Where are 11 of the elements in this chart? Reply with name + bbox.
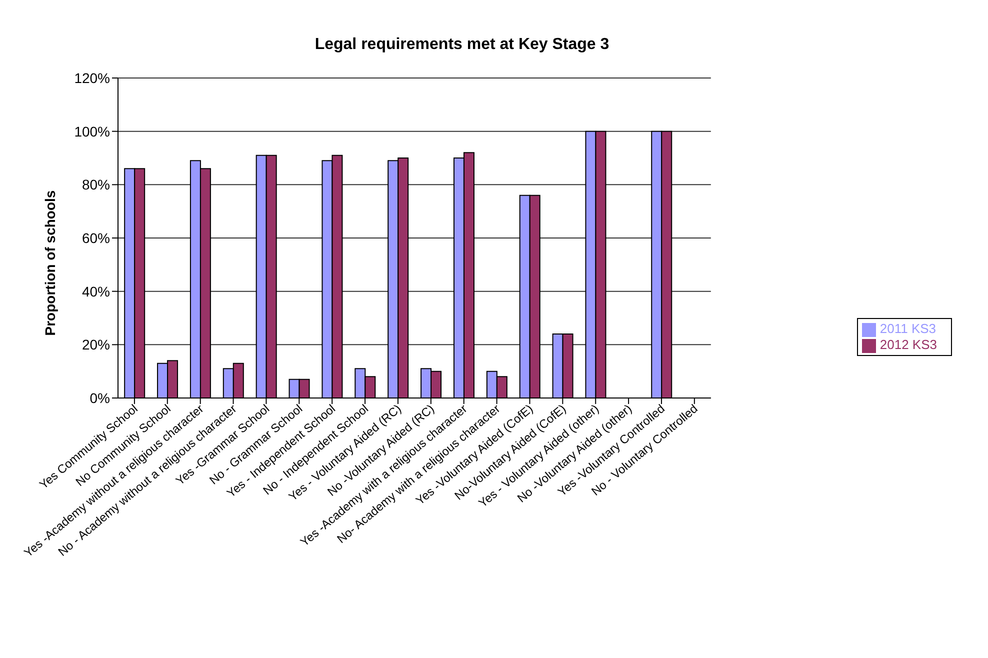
- y-tick-label: 100%: [74, 123, 110, 140]
- chart-title: Legal requirements met at Key Stage 3: [314, 36, 610, 54]
- y-tick-label: 20%: [82, 336, 110, 353]
- legend-label: 2012 KS3: [880, 337, 937, 352]
- y-tick-label: 40%: [82, 283, 110, 300]
- y-tick-label: 60%: [82, 230, 110, 246]
- legend-label: 2011 KS3: [880, 321, 936, 336]
- y-tick-label: 80%: [82, 176, 110, 193]
- y-axis-title: Proportion of schools: [42, 190, 58, 336]
- y-tick-label: 0%: [90, 390, 110, 406]
- y-tick-label: 120%: [74, 70, 110, 86]
